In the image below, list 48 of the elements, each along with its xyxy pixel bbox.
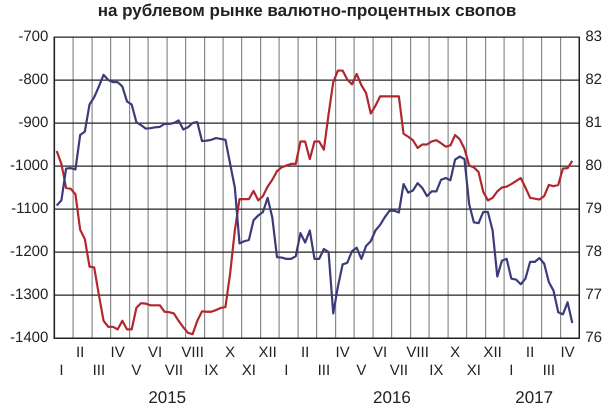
y-tick-label: -1000 xyxy=(10,157,48,174)
x-tick-label: VII xyxy=(164,362,184,380)
x-tick-label: X xyxy=(450,344,460,362)
x-tick-label: XI xyxy=(242,362,256,380)
y2-tick-label: 77 xyxy=(585,286,602,304)
x-tick-label: VI xyxy=(148,344,162,362)
x-tick-label: III xyxy=(92,362,106,380)
chart-title: на рублевом рынке валютно-процентных свопов xyxy=(96,0,518,22)
x-tick-label: XII xyxy=(258,344,277,362)
x-tick-label: IX xyxy=(429,362,444,380)
y2-tick-label: 81 xyxy=(585,114,602,132)
x-tick-label: II xyxy=(76,344,84,362)
y2-tick-label: 80 xyxy=(585,157,602,174)
y2-tick-label: 79 xyxy=(585,200,602,218)
x-tick-label: VIII xyxy=(181,344,204,362)
y-tick-label: -800 xyxy=(18,71,48,88)
y-tick-label: -1100 xyxy=(11,200,48,218)
y-tick-label: -1300 xyxy=(10,286,48,304)
x-tick-label: V xyxy=(356,362,366,380)
text: 2015 xyxy=(148,388,186,408)
x-tick-label: III xyxy=(318,362,330,380)
y-tick-label: -1200 xyxy=(10,243,48,260)
x-tick-label: VII xyxy=(390,362,408,380)
x-tick-label: IX xyxy=(204,362,218,380)
x-tick-label: II xyxy=(300,344,310,362)
x-tick-label: I xyxy=(59,362,64,380)
text: 2017 xyxy=(515,388,554,408)
x-tick-label: IV xyxy=(560,344,575,362)
y2-tick-label: 83 xyxy=(585,28,602,46)
x-tick-label: VIII xyxy=(406,344,429,362)
text: 2016 xyxy=(372,388,411,408)
y-tick-label: -1400 xyxy=(10,329,48,346)
x-tick-label: VI xyxy=(373,344,388,362)
x-tick-label: I xyxy=(284,362,288,380)
y-tick-label: -900 xyxy=(18,114,48,132)
x-tick-label: XI xyxy=(466,362,481,380)
x-tick-label: II xyxy=(526,344,534,362)
y2-tick-label: 82 xyxy=(585,71,602,88)
x-tick-label: I xyxy=(509,362,514,380)
y2-tick-label: 78 xyxy=(585,243,602,260)
x-tick-label: IV xyxy=(336,344,350,362)
x-tick-label: XII xyxy=(483,344,502,362)
x-tick-label: IV xyxy=(110,344,125,362)
x-tick-label: V xyxy=(131,362,142,380)
y-tick-label: -700 xyxy=(18,28,48,46)
y2-tick-label: 76 xyxy=(585,329,602,346)
x-tick-label: III xyxy=(542,362,556,380)
x-tick-label: X xyxy=(225,344,236,362)
